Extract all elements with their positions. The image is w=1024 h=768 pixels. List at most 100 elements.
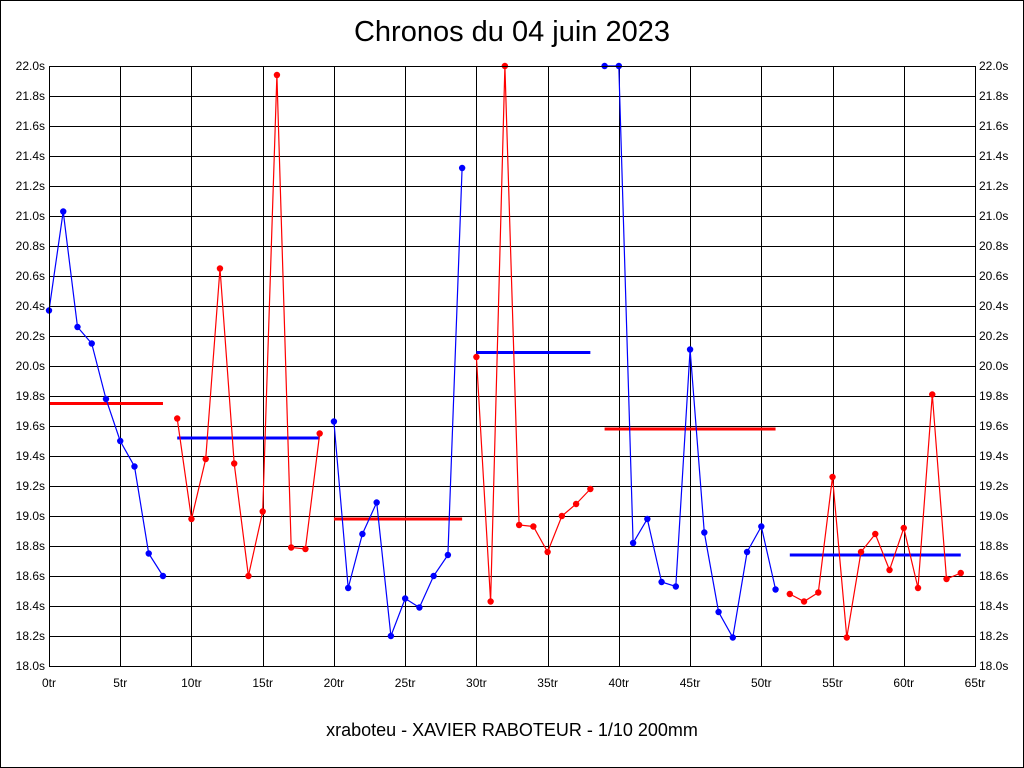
data-point <box>558 512 566 520</box>
data-point <box>131 463 138 470</box>
data-point <box>672 583 680 590</box>
data-point <box>159 572 167 580</box>
y-tick-label-left: 20.6s <box>16 269 45 283</box>
series <box>473 62 594 605</box>
x-tick-label: 45tr <box>680 676 701 690</box>
data-point <box>145 550 152 557</box>
y-tick-label-right: 19.8s <box>979 389 1008 403</box>
y-tick-label-right: 19.0s <box>979 509 1008 523</box>
data-point <box>373 499 380 506</box>
x-tick-label: 30tr <box>466 676 487 690</box>
data-point <box>330 418 338 425</box>
data-point <box>359 530 366 538</box>
data-point <box>686 346 694 353</box>
y-tick-label-left: 21.8s <box>16 89 45 103</box>
data-point <box>715 608 722 616</box>
series-line <box>333 167 463 637</box>
data-point <box>658 578 665 586</box>
data-point <box>772 586 779 593</box>
y-tick-label-right: 19.4s <box>979 449 1008 463</box>
x-tick-label: 60tr <box>893 676 914 690</box>
y-tick-label-right: 19.2s <box>979 479 1008 493</box>
data-point <box>629 539 637 547</box>
y-tick-label-left: 19.8s <box>16 389 45 403</box>
data-point <box>587 485 594 493</box>
y-tick-label-right: 18.4s <box>979 599 1008 613</box>
data-point <box>644 515 651 523</box>
y-tick-label-left: 21.6s <box>16 119 45 133</box>
series-line <box>475 65 591 602</box>
data-point <box>430 572 437 580</box>
y-tick-label-left: 18.8s <box>16 539 45 553</box>
data-point <box>444 551 452 559</box>
series <box>174 71 323 580</box>
series <box>330 164 466 640</box>
tick-labels: 0tr 5tr 10tr 15tr 20tr 25tr 30tr 35tr 40tr 45tr 50… <box>16 59 1009 690</box>
data-point <box>231 460 238 467</box>
y-tick-label-left: 18.2s <box>16 629 45 643</box>
y-tick-label-left: 21.4s <box>16 149 45 163</box>
series <box>45 208 167 580</box>
y-tick-label-right: 22.0s <box>979 59 1008 73</box>
y-tick-label-right: 21.8s <box>979 89 1008 103</box>
y-tick-label-left: 20.2s <box>16 329 45 343</box>
data-point <box>943 575 950 583</box>
data-point <box>74 323 81 331</box>
x-tick-label: 35tr <box>537 676 558 690</box>
x-tick-label: 20tr <box>324 676 345 690</box>
data-point <box>416 604 423 611</box>
data-point <box>530 523 537 530</box>
data-point <box>786 590 793 598</box>
data-point <box>102 395 110 403</box>
data-point <box>815 589 822 596</box>
data-point <box>701 529 708 536</box>
grid <box>49 66 976 667</box>
x-tick-label: 0tr <box>42 676 56 690</box>
chart-footer: xraboteu - XAVIER RABOTEUR - 1/10 200mm <box>326 720 698 740</box>
y-tick-label-right: 21.6s <box>979 119 1008 133</box>
data-point <box>872 530 879 538</box>
data-point <box>857 548 865 556</box>
data-point <box>800 598 808 605</box>
y-tick-label-left: 19.4s <box>16 449 45 463</box>
y-tick-label-left: 20.0s <box>16 359 45 373</box>
y-tick-label-right: 18.2s <box>979 629 1008 643</box>
y-tick-label-right: 20.6s <box>979 269 1008 283</box>
data-point <box>515 521 523 529</box>
data-point <box>487 598 494 605</box>
y-tick-label-right: 20.8s <box>979 239 1008 253</box>
data-point <box>401 595 409 602</box>
data-point <box>458 164 466 172</box>
data-point <box>287 544 295 551</box>
data-point <box>117 437 124 445</box>
series-line <box>48 211 164 577</box>
data-point <box>900 524 907 532</box>
y-tick-label-left: 19.0s <box>16 509 45 523</box>
x-tick-label: 5tr <box>113 676 127 690</box>
x-tick-label: 50tr <box>751 676 772 690</box>
data-point <box>188 515 195 523</box>
data-point <box>302 545 309 553</box>
y-tick-label-right: 21.2s <box>979 179 1008 193</box>
y-tick-label-right: 20.4s <box>979 299 1008 313</box>
y-tick-label-left: 20.4s <box>16 299 45 313</box>
plot-border <box>49 66 976 667</box>
y-tick-label-right: 21.0s <box>979 209 1008 223</box>
data-point <box>544 548 551 556</box>
x-tick-label: 25tr <box>395 676 416 690</box>
data-point <box>914 584 922 592</box>
x-tick-label: 40tr <box>609 676 630 690</box>
data-point <box>957 569 964 577</box>
x-tick-label: 15tr <box>252 676 273 690</box>
data-point <box>843 634 850 641</box>
y-tick-label-right: 19.6s <box>979 419 1008 433</box>
series-line <box>176 74 321 577</box>
x-tick-label: 10tr <box>181 676 202 690</box>
data-point <box>344 584 352 592</box>
y-tick-label-right: 20.0s <box>979 359 1008 373</box>
y-tick-label-left: 20.8s <box>16 239 45 253</box>
average-lines <box>49 351 961 557</box>
data-point <box>316 430 323 437</box>
data-point <box>387 632 395 640</box>
